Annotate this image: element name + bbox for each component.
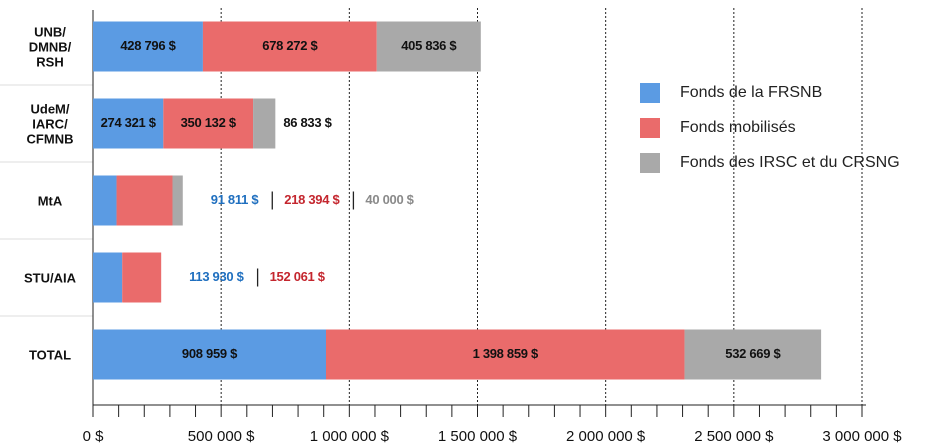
x-tick-label: 0 $ [83, 428, 105, 445]
bar-segment [116, 175, 173, 226]
bar-segment [93, 175, 117, 226]
value-label: 678 272 $ [262, 38, 318, 53]
bar-segment [172, 175, 183, 226]
value-label: 113 930 $ [189, 269, 244, 284]
category-label: UdeM/ IARC/ CFMNB [26, 101, 74, 146]
legend-label: Fonds des IRSC et du CRSNG [680, 154, 900, 171]
value-label: 91 811 $ [211, 192, 260, 207]
legend-swatch [640, 153, 660, 173]
category-label: TOTAL [28, 347, 72, 362]
bar-segment [202, 21, 377, 72]
bar-segment [376, 21, 481, 72]
bar-segment [93, 252, 123, 303]
value-label: 532 669 $ [725, 346, 781, 361]
bar-segment [325, 329, 685, 380]
bar-segment [93, 21, 203, 72]
x-tick-label: 2 000 000 $ [566, 428, 646, 445]
value-label: 274 321 $ [101, 115, 157, 130]
bar-segment [122, 252, 162, 303]
bar-segment [93, 98, 164, 149]
category-label: UNB/ DMNB/ RSH [28, 24, 72, 69]
value-label: 405 836 $ [401, 38, 457, 53]
legend-label: Fonds de la FRSNB [680, 84, 822, 101]
x-tick-label: 1 500 000 $ [438, 428, 518, 445]
bar-segment [93, 329, 326, 380]
x-tick-label: 1 000 000 $ [310, 428, 390, 445]
value-label: 428 796 $ [120, 38, 176, 53]
x-tick-label: 3 000 000 $ [822, 428, 902, 445]
value-label: 1 398 859 $ [473, 346, 539, 361]
legend-swatch [640, 83, 660, 103]
value-label: 908 959 $ [182, 346, 238, 361]
value-label: 152 061 $ [270, 269, 326, 284]
value-label: 218 394 $ [284, 192, 340, 207]
x-tick-label: 500 000 $ [188, 428, 255, 445]
value-label: 350 132 $ [181, 115, 237, 130]
category-label: STU/AIA [24, 270, 76, 285]
bar-segment [253, 98, 276, 149]
legend-label: Fonds mobilisés [680, 119, 796, 136]
bar-segment [684, 329, 822, 380]
value-label: 86 833 $ [283, 115, 332, 130]
value-label: 40 000 $ [365, 192, 414, 207]
legend-swatch [640, 118, 660, 138]
category-label: MtA [37, 193, 63, 208]
x-tick-label: 2 500 000 $ [694, 428, 774, 445]
bar-segment [163, 98, 254, 149]
